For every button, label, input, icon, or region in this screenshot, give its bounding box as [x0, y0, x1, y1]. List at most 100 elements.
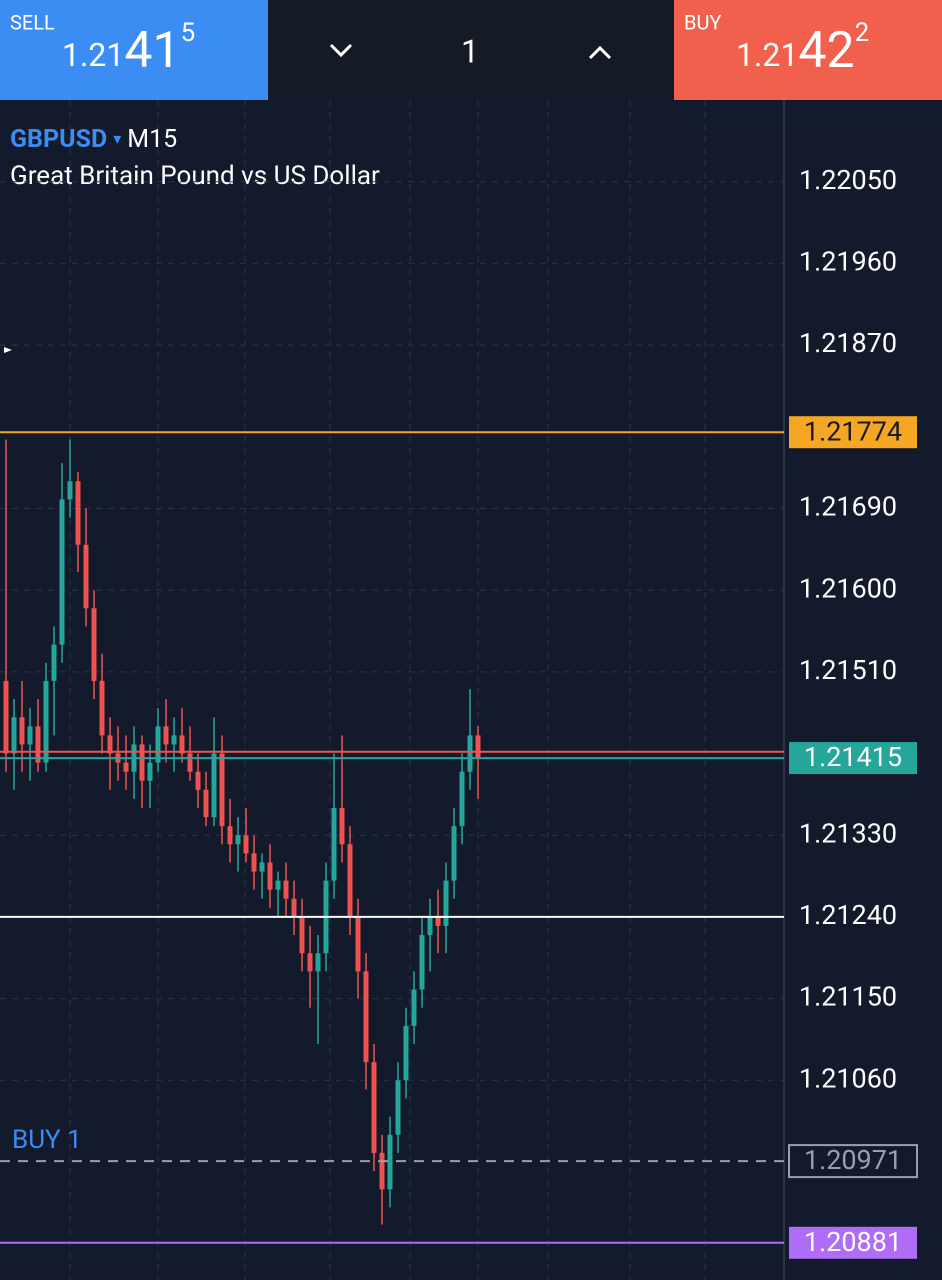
- candle-body: [123, 762, 129, 772]
- lot-up[interactable]: [588, 45, 612, 60]
- price-part: 41: [124, 22, 180, 80]
- order-label: BUY 1: [12, 1125, 82, 1155]
- candle-body: [435, 916, 441, 926]
- candle-body: [379, 1152, 385, 1190]
- candle-body: [467, 735, 473, 772]
- price-part: 1.21: [736, 36, 798, 74]
- candle-body: [91, 608, 97, 681]
- candle-body: [227, 826, 233, 845]
- price-part: 2: [855, 18, 870, 48]
- price-tag: [788, 1144, 918, 1179]
- candle-body: [299, 916, 305, 954]
- candle-body: [307, 953, 313, 972]
- candle-body: [283, 880, 289, 899]
- buy-bg: [674, 0, 942, 100]
- y-tick-label: 1.21870: [799, 327, 897, 359]
- price-tag-label: 1.21415: [804, 741, 902, 773]
- candle-body: [11, 717, 17, 754]
- candle-body: [75, 481, 81, 545]
- candle-body: [163, 726, 169, 745]
- chevron-up: [588, 45, 612, 60]
- chart-title: Great Britain Pound vs US Dollar: [10, 161, 380, 191]
- price-tag: [789, 1226, 917, 1259]
- y-tick-label: 1.21240: [799, 899, 897, 931]
- candle-body: [475, 735, 481, 759]
- candle-body: [195, 771, 201, 790]
- symbol[interactable]: GBPUSD: [10, 125, 107, 154]
- candle-body: [243, 835, 249, 854]
- y-tick-label: 1.21510: [799, 654, 897, 686]
- candle-body: [411, 989, 417, 1026]
- candle-body: [419, 935, 425, 990]
- candle-body: [27, 726, 33, 745]
- sell-price: 1.21415: [62, 18, 195, 80]
- candle-body: [387, 1134, 393, 1190]
- price-tag-label: 1.20881: [804, 1226, 902, 1258]
- candle-body: [51, 644, 57, 681]
- candle-body: [83, 544, 89, 609]
- candle-body: [3, 680, 9, 754]
- candle-body: [179, 735, 185, 754]
- buy-label: BUY: [684, 10, 721, 34]
- candle-body: [459, 771, 465, 827]
- candle-body: [451, 826, 457, 881]
- candle-body: [251, 853, 257, 872]
- candle-body: [187, 753, 193, 772]
- price-tag-label: 1.20971: [804, 1144, 902, 1176]
- candle-body: [443, 880, 449, 926]
- candle-body: [43, 680, 49, 763]
- y-tick-label: 1.21960: [799, 246, 897, 278]
- candle-body: [139, 744, 145, 781]
- timeframe[interactable]: M15: [127, 125, 177, 154]
- sell-button[interactable]: SELL 1.21415: [0, 0, 268, 100]
- price-part: 42: [798, 22, 854, 80]
- candle-body: [19, 717, 25, 745]
- grid: [69, 100, 706, 1280]
- chart-header: GBPUSD ▾ M15: [10, 125, 177, 154]
- buy-price: 1.21422: [736, 18, 869, 80]
- y-tick-label: 1.21060: [799, 1062, 897, 1094]
- candle-body: [347, 844, 353, 917]
- candle-body: [331, 808, 337, 881]
- candle-body: [155, 726, 161, 763]
- y-tick-label: 1.21600: [799, 572, 897, 604]
- price-tag: [789, 416, 917, 449]
- candle-body: [339, 808, 345, 845]
- candle-body: [395, 1080, 401, 1135]
- candle-body: [67, 481, 73, 500]
- y-tick-label: 1.21690: [799, 491, 897, 523]
- candle-body: [147, 762, 153, 781]
- marker: [4, 347, 12, 353]
- chevron-down: [329, 43, 353, 58]
- y-tick-label: 1.22050: [799, 164, 897, 196]
- candle-body: [427, 916, 433, 936]
- sell-bg: [0, 0, 268, 100]
- candle-body: [203, 789, 209, 818]
- price-part: 5: [181, 18, 196, 48]
- lot-down[interactable]: [329, 43, 353, 58]
- candle-body: [259, 862, 265, 872]
- candle-body: [291, 898, 297, 917]
- price-part: 1.21: [62, 36, 124, 74]
- candle-body: [315, 953, 321, 972]
- buy-button[interactable]: BUY 1.21422: [674, 0, 942, 100]
- candle-body: [59, 499, 65, 645]
- candle-body: [35, 726, 41, 763]
- candle-body: [219, 753, 225, 827]
- candle-body: [107, 735, 113, 754]
- dropdown-arrow[interactable]: ▾: [113, 129, 121, 148]
- price-tag-label: 1.21774: [804, 415, 902, 447]
- candle-body: [235, 835, 241, 845]
- y-tick-label: 1.21330: [799, 817, 897, 849]
- candle-body: [267, 862, 273, 890]
- candle-body: [403, 1025, 409, 1081]
- candle-body: [371, 1062, 377, 1153]
- candle-body: [275, 880, 281, 890]
- price-tag: [789, 742, 917, 775]
- sell-label: SELL: [10, 10, 55, 34]
- candle-body: [99, 680, 105, 736]
- lot-size[interactable]: 1: [461, 32, 479, 70]
- y-tick-label: 1.21150: [799, 981, 897, 1013]
